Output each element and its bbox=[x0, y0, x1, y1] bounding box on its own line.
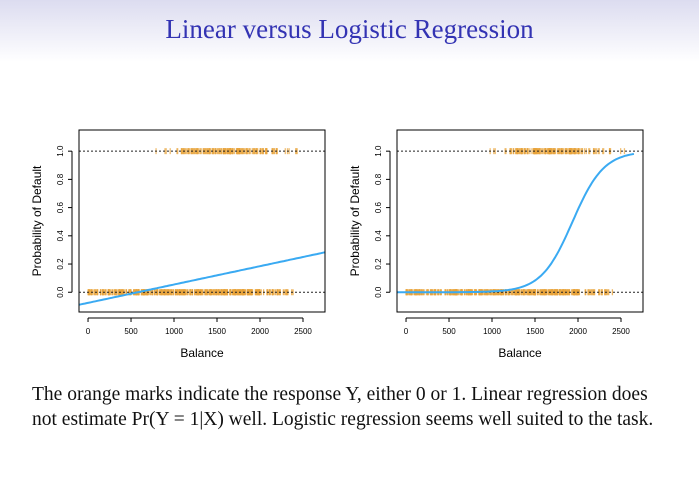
y-tick-label: 0.0 bbox=[374, 286, 383, 298]
x-tick-label: 1500 bbox=[208, 327, 226, 336]
x-tick-label: 1000 bbox=[483, 327, 501, 336]
y-tick-label: 0.8 bbox=[374, 173, 383, 185]
y-tick-label: 1.0 bbox=[56, 145, 65, 157]
plot-frame bbox=[78, 129, 326, 313]
chart-2: 0 500 1000 1500 2000 2500 0.0 0.2 0.4 0.6 0.8 1.0 Ba… bbox=[348, 129, 644, 360]
x-tick-label: 0 bbox=[404, 327, 409, 336]
y-tick-label: 0.8 bbox=[56, 173, 65, 185]
y-axis-label: Probability of Default bbox=[348, 165, 362, 276]
y-tick-label: 0.6 bbox=[374, 201, 383, 213]
y-tick-label: 0.4 bbox=[374, 230, 383, 242]
slide-caption: The orange marks indicate the response Y… bbox=[32, 384, 654, 430]
x-tick-label: 1000 bbox=[165, 327, 183, 336]
y-tick-label: 0.2 bbox=[56, 258, 65, 270]
fit-line bbox=[78, 251, 326, 306]
x-tick-label: 500 bbox=[124, 327, 138, 336]
x-tick-label: 1500 bbox=[526, 327, 544, 336]
y-tick-label: 0.4 bbox=[56, 230, 65, 242]
x-axis-label: Balance bbox=[180, 346, 224, 360]
x-axis-label: Balance bbox=[498, 346, 542, 360]
y-tick-label: 0.6 bbox=[56, 201, 65, 213]
slide-header bbox=[0, 0, 699, 62]
slide-title: Linear versus Logistic Regression bbox=[165, 14, 534, 44]
x-tick-label: 2000 bbox=[569, 327, 587, 336]
x-tick-label: 500 bbox=[442, 327, 456, 336]
plot-frame bbox=[396, 129, 644, 313]
y-axis-label: Probability of Default bbox=[30, 165, 44, 276]
y-tick-label: 0.2 bbox=[374, 258, 383, 270]
x-tick-label: 2000 bbox=[251, 327, 269, 336]
fit-line bbox=[397, 152, 635, 294]
x-tick-label: 0 bbox=[86, 327, 91, 336]
x-tick-label: 2500 bbox=[294, 327, 312, 336]
y-tick-label: 1.0 bbox=[374, 145, 383, 157]
charts: 0 500 1000 1500 2000 2500 0.0 0.2 0.4 0.6 0.8 1.0 Ba… bbox=[30, 129, 644, 360]
x-tick-label: 2500 bbox=[612, 327, 630, 336]
chart-1: 0 500 1000 1500 2000 2500 0.0 0.2 0.4 0.6 0.8 1.0 Ba… bbox=[30, 129, 326, 360]
y-tick-label: 0.0 bbox=[56, 286, 65, 298]
